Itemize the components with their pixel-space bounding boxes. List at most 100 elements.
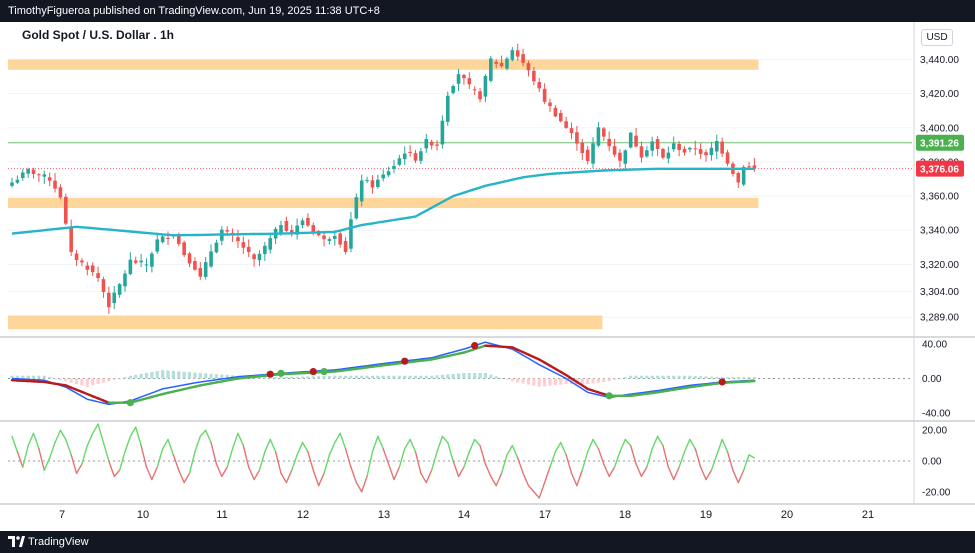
candle	[343, 236, 348, 255]
candle-body	[150, 253, 154, 267]
candle-body	[429, 141, 434, 146]
macd-histogram-bar	[381, 375, 385, 379]
chart-canvas[interactable]: 3,440.003,420.003,400.003,380.003,360.00…	[0, 0, 975, 531]
tradingview-logo-icon	[8, 536, 25, 547]
oscillator-segment	[673, 466, 680, 481]
candle-body	[693, 148, 698, 150]
candle	[521, 48, 525, 67]
price-axis[interactable]: 3,440.003,420.003,400.003,380.003,360.00…	[916, 55, 964, 324]
macd-histogram-bar	[532, 378, 536, 386]
price-zone	[8, 59, 759, 70]
oscillator-segment	[694, 447, 702, 468]
candle-body	[639, 146, 644, 158]
macd-histogram-bar	[591, 378, 595, 384]
oscillator-segment	[452, 460, 460, 478]
macd-histogram-bar	[413, 375, 418, 379]
oscillator-segment	[102, 441, 110, 462]
candle	[596, 122, 601, 148]
candle	[618, 149, 622, 168]
candle-body	[90, 265, 95, 273]
candle-body	[365, 180, 369, 182]
oscillator-segment	[506, 444, 514, 456]
candle-body	[752, 165, 757, 169]
oscillator-segment	[237, 432, 245, 447]
oscillator-segment	[248, 466, 255, 481]
currency-selector[interactable]: USD	[921, 29, 953, 46]
candle	[736, 171, 741, 189]
candle-body	[343, 240, 348, 253]
macd-histogram-bar	[435, 375, 439, 379]
oscillator-panel: 20.00 0.00 -20.00	[8, 423, 951, 499]
macd-histogram-bar	[548, 378, 552, 386]
time-axis[interactable]: 7 10 11 12 13 14 17 18 19 20 21	[59, 509, 874, 521]
oscillator-segment	[242, 444, 250, 468]
oscillator-segment	[473, 438, 481, 447]
candle	[483, 74, 488, 103]
price-tick-label: 3,289.00	[920, 313, 959, 324]
candle	[295, 218, 299, 240]
candle	[451, 84, 455, 95]
candle	[252, 253, 256, 267]
oscillator-segment	[215, 463, 223, 478]
candle	[47, 172, 52, 187]
oscillator-segment	[361, 475, 368, 493]
candle-body	[634, 135, 638, 147]
macd-histogram-bar	[354, 375, 358, 379]
oscillator-segment	[382, 447, 390, 465]
candle-body	[53, 180, 57, 189]
tradingview-footer: TradingView	[0, 531, 975, 553]
candle	[144, 258, 149, 273]
price-tick-label: 3,440.00	[920, 55, 959, 66]
candle-body	[440, 120, 445, 145]
candle-body	[526, 63, 531, 71]
candle-body	[284, 221, 289, 231]
macd-histogram-bar	[672, 375, 676, 379]
macd-histogram-bar	[295, 376, 299, 379]
oscillator-segment	[495, 472, 503, 487]
candle	[397, 154, 402, 167]
oscillator-segment	[355, 481, 363, 493]
oscillator-segment	[264, 438, 271, 453]
oscillator-segment	[608, 466, 616, 478]
macd-histogram-bar	[171, 370, 175, 379]
macd-histogram-bar	[639, 375, 644, 379]
oscillator-segment	[457, 466, 465, 478]
oscillator-segment	[683, 438, 691, 453]
oscillator-segment	[640, 466, 648, 478]
oscillator-segment	[742, 454, 750, 471]
oscillator-segment	[414, 451, 422, 475]
oscillator-segment	[350, 466, 358, 484]
tradingview-brand: TradingView	[28, 536, 89, 548]
candle	[225, 226, 229, 234]
macd-histogram-bar	[300, 376, 305, 379]
oscillator-segment	[221, 466, 228, 478]
macd-histogram-bar	[650, 375, 654, 379]
oscillator-segment	[624, 438, 632, 447]
price-tick-label: 3,360.00	[920, 192, 959, 203]
candle	[542, 83, 547, 105]
macd-histogram-bar	[677, 375, 681, 379]
candle-body	[725, 152, 730, 164]
macd-histogram-bar	[144, 372, 149, 379]
macd-histogram-bar	[187, 372, 192, 379]
candle	[15, 175, 20, 185]
oscillator-segment	[716, 438, 723, 456]
candle-body	[376, 179, 380, 187]
macd-histogram-bar	[322, 376, 326, 379]
oscillator-segment	[468, 438, 476, 453]
macd-cross-dot	[718, 378, 726, 386]
macd-histogram-bar	[360, 375, 364, 379]
candle-body	[64, 196, 68, 224]
price-zone	[8, 197, 759, 209]
candle-body	[203, 262, 208, 277]
candle-body	[338, 233, 342, 245]
oscillator-tick-label: 0.00	[922, 457, 942, 468]
candle	[655, 136, 660, 156]
candle	[182, 240, 186, 258]
price-tick-label: 3,320.00	[920, 260, 959, 271]
oscillator-segment	[484, 463, 492, 478]
macd-panel: 40.00 0.00 -40.00	[8, 339, 951, 420]
candle-body	[58, 187, 63, 198]
candle	[478, 87, 482, 103]
oscillator-segment	[161, 438, 169, 450]
